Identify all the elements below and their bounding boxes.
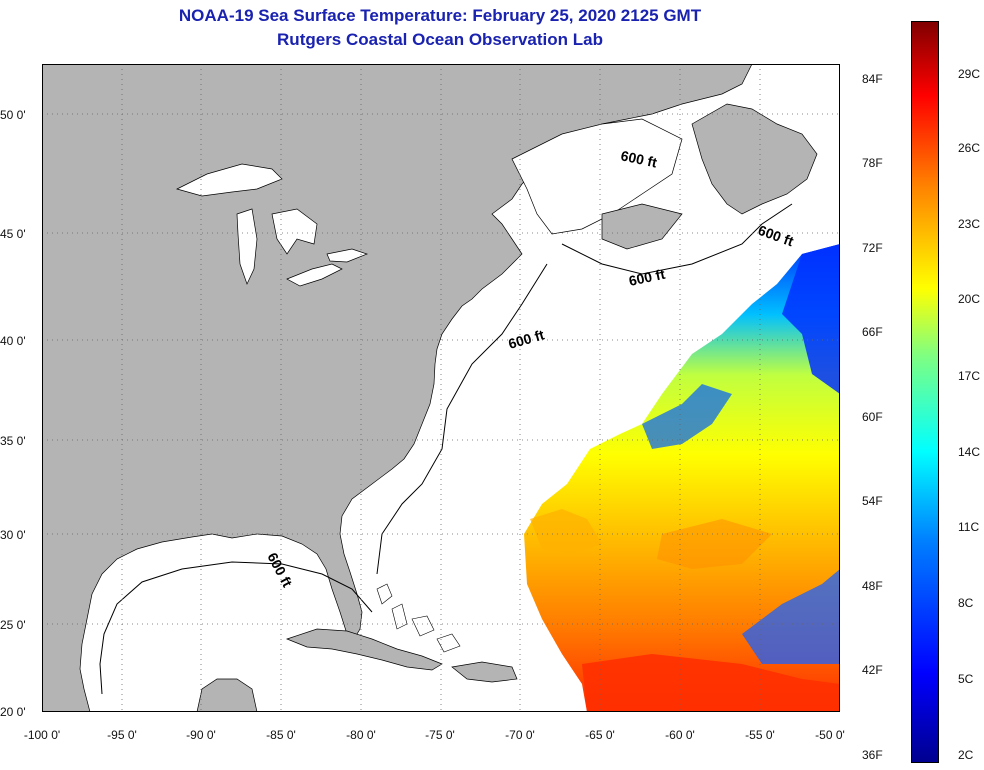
lon-tick-label: -80 0' [346,728,376,742]
colorbar-c-tick: 8C [958,596,974,610]
lon-tick-label: -50 0' [815,728,845,742]
lon-tick-label: -95 0' [107,728,137,742]
graticule [42,64,840,712]
lat-tick-label: 35 0' [0,434,26,448]
lon-tick-label: -55 0' [745,728,775,742]
colorbar-f-tick: 84F [862,72,883,86]
depth-contour-600ft [99,203,793,695]
colorbar-f-tick: 60F [862,410,883,424]
colorbar-f-tick: 48F [862,579,883,593]
colorbar-f-tick: 54F [862,494,883,508]
lon-tick-label: -65 0' [585,728,615,742]
lat-tick-label: 30 0' [0,528,26,542]
lat-tick-label: 20 0' [0,705,26,719]
colorbar-c-tick: 17C [958,369,981,383]
colorbar-c-tick: 29C [958,67,981,81]
yucatan-land [196,678,258,712]
lon-tick-label: -100 0' [23,728,61,742]
st-lawrence-gulf [511,118,683,250]
lon-tick-label: -90 0' [186,728,216,742]
lon-tick-label: -85 0' [266,728,296,742]
bahamas-islands [376,583,461,653]
newfoundland-land [691,103,818,215]
lat-tick-label: 25 0' [0,618,26,632]
temperature-colorbar [911,21,939,763]
contour-label-600ft: 600 ft [619,147,658,170]
colorbar-f-tick: 78F [862,156,883,170]
colorbar-f-tick: 72F [862,241,883,255]
colorbar-c-tick: 11C [958,520,980,534]
map-subtitle: Rutgers Coastal Ocean Observation Lab [277,30,603,49]
sst-map: 600 ft 600 ft 600 ft 600 ft 600 ft [42,64,840,712]
colorbar-c-tick: 26C [958,141,981,155]
colorbar-c-tick: 20C [958,292,981,306]
cuba-land [285,628,443,671]
colorbar-c-tick: 23C [958,217,981,231]
lon-tick-label: -60 0' [665,728,695,742]
great-lakes [176,163,369,287]
contour-label-600ft: 600 ft [627,266,666,289]
colorbar-c-tick: 5C [958,672,974,686]
lon-tick-label: -70 0' [505,728,535,742]
map-frame [42,64,840,712]
map-title: NOAA-19 Sea Surface Temperature: Februar… [178,6,702,25]
lat-tick-label: 40 0' [0,334,26,348]
colorbar-c-tick: 14C [958,445,981,459]
lat-tick-label: 50 0' [0,108,26,122]
colorbar-f-tick: 66F [862,325,883,339]
hispaniola-land [451,661,518,683]
colorbar-f-tick: 36F [862,748,883,762]
lon-tick-label: -75 0' [425,728,455,742]
colorbar-c-tick: 2C [958,748,974,762]
lat-tick-label: 45 0' [0,227,26,241]
sst-data-swath [524,244,840,712]
colorbar-f-tick: 42F [862,663,883,677]
